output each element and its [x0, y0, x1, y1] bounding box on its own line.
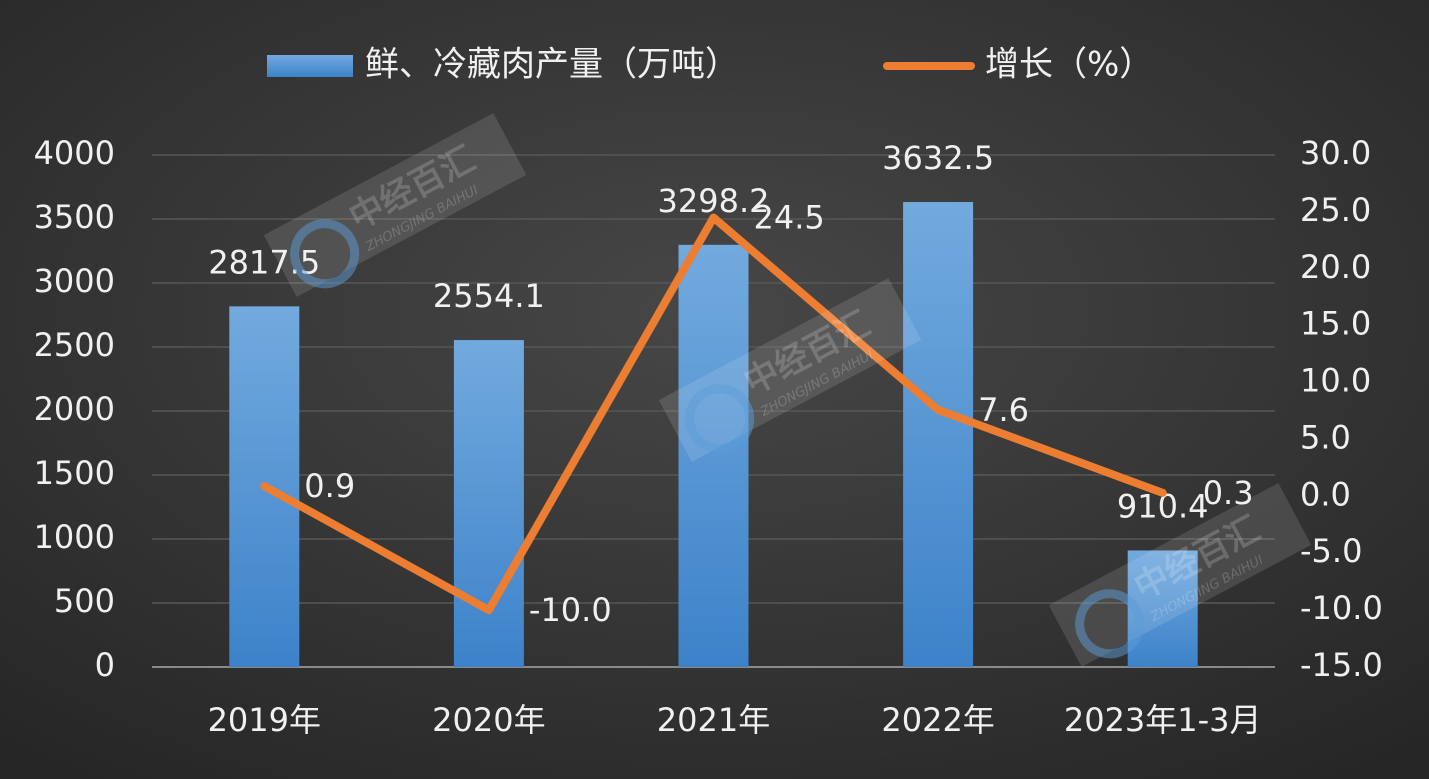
y2-tick-label: 10.0: [1300, 362, 1371, 400]
bar-value-label: 2554.1: [433, 277, 545, 315]
y-tick-label: 0: [95, 646, 115, 684]
bar: [678, 244, 749, 668]
x-tick-label: 2019年: [208, 701, 321, 739]
y2-tick-label: 30.0: [1300, 134, 1371, 172]
line: [260, 213, 1167, 615]
legend-label: 增长（%）: [985, 45, 1153, 85]
x-tick-label: 2022年: [881, 701, 994, 739]
x-tick-label: 2023年1-3月: [1064, 701, 1262, 739]
y2-tick-label: 15.0: [1300, 305, 1371, 343]
y-tick-label: 1000: [34, 518, 115, 556]
bar-value-label: 3632.5: [882, 139, 994, 177]
y2-tick-label: -5.0: [1300, 532, 1362, 570]
watermark-band: [658, 278, 922, 462]
y-tick-label: 2000: [34, 390, 115, 428]
bar-value-label: 3298.2: [658, 182, 770, 220]
watermark-band: [263, 113, 527, 297]
y2-tick-label: -15.0: [1300, 646, 1383, 684]
y2-tick-label: 20.0: [1300, 248, 1371, 286]
y-tick-label: 3500: [34, 198, 115, 236]
bar: [903, 202, 974, 668]
watermark-logo: [1075, 589, 1145, 659]
y2-tick-label: 5.0: [1300, 418, 1351, 456]
watermark-logo: [290, 219, 360, 289]
x-tick-label: 2021年: [657, 701, 770, 739]
line-value-label: 7.6: [978, 391, 1029, 429]
watermark-logo: [685, 384, 755, 454]
line-value-label: 0.9: [304, 467, 355, 505]
y2-tick-label: -10.0: [1300, 589, 1383, 627]
y-tick-label: 2500: [34, 326, 115, 364]
line-value-label: 24.5: [754, 199, 825, 237]
bar: [453, 340, 524, 667]
line-value-label: -10.0: [529, 591, 612, 629]
y-tick-label: 500: [54, 582, 115, 620]
y-tick-label: 3000: [34, 262, 115, 300]
line-value-label: 0.3: [1203, 474, 1254, 512]
legend-swatch: [267, 55, 353, 77]
y2-tick-label: 0.0: [1300, 475, 1351, 513]
y-tick-label: 4000: [34, 134, 115, 172]
legend-label: 鲜、冷藏肉产量（万吨）: [365, 45, 739, 85]
watermark-band: [1048, 483, 1312, 667]
y2-tick-label: 25.0: [1300, 191, 1371, 229]
y-tick-label: 1500: [34, 454, 115, 492]
x-tick-label: 2020年: [432, 701, 545, 739]
